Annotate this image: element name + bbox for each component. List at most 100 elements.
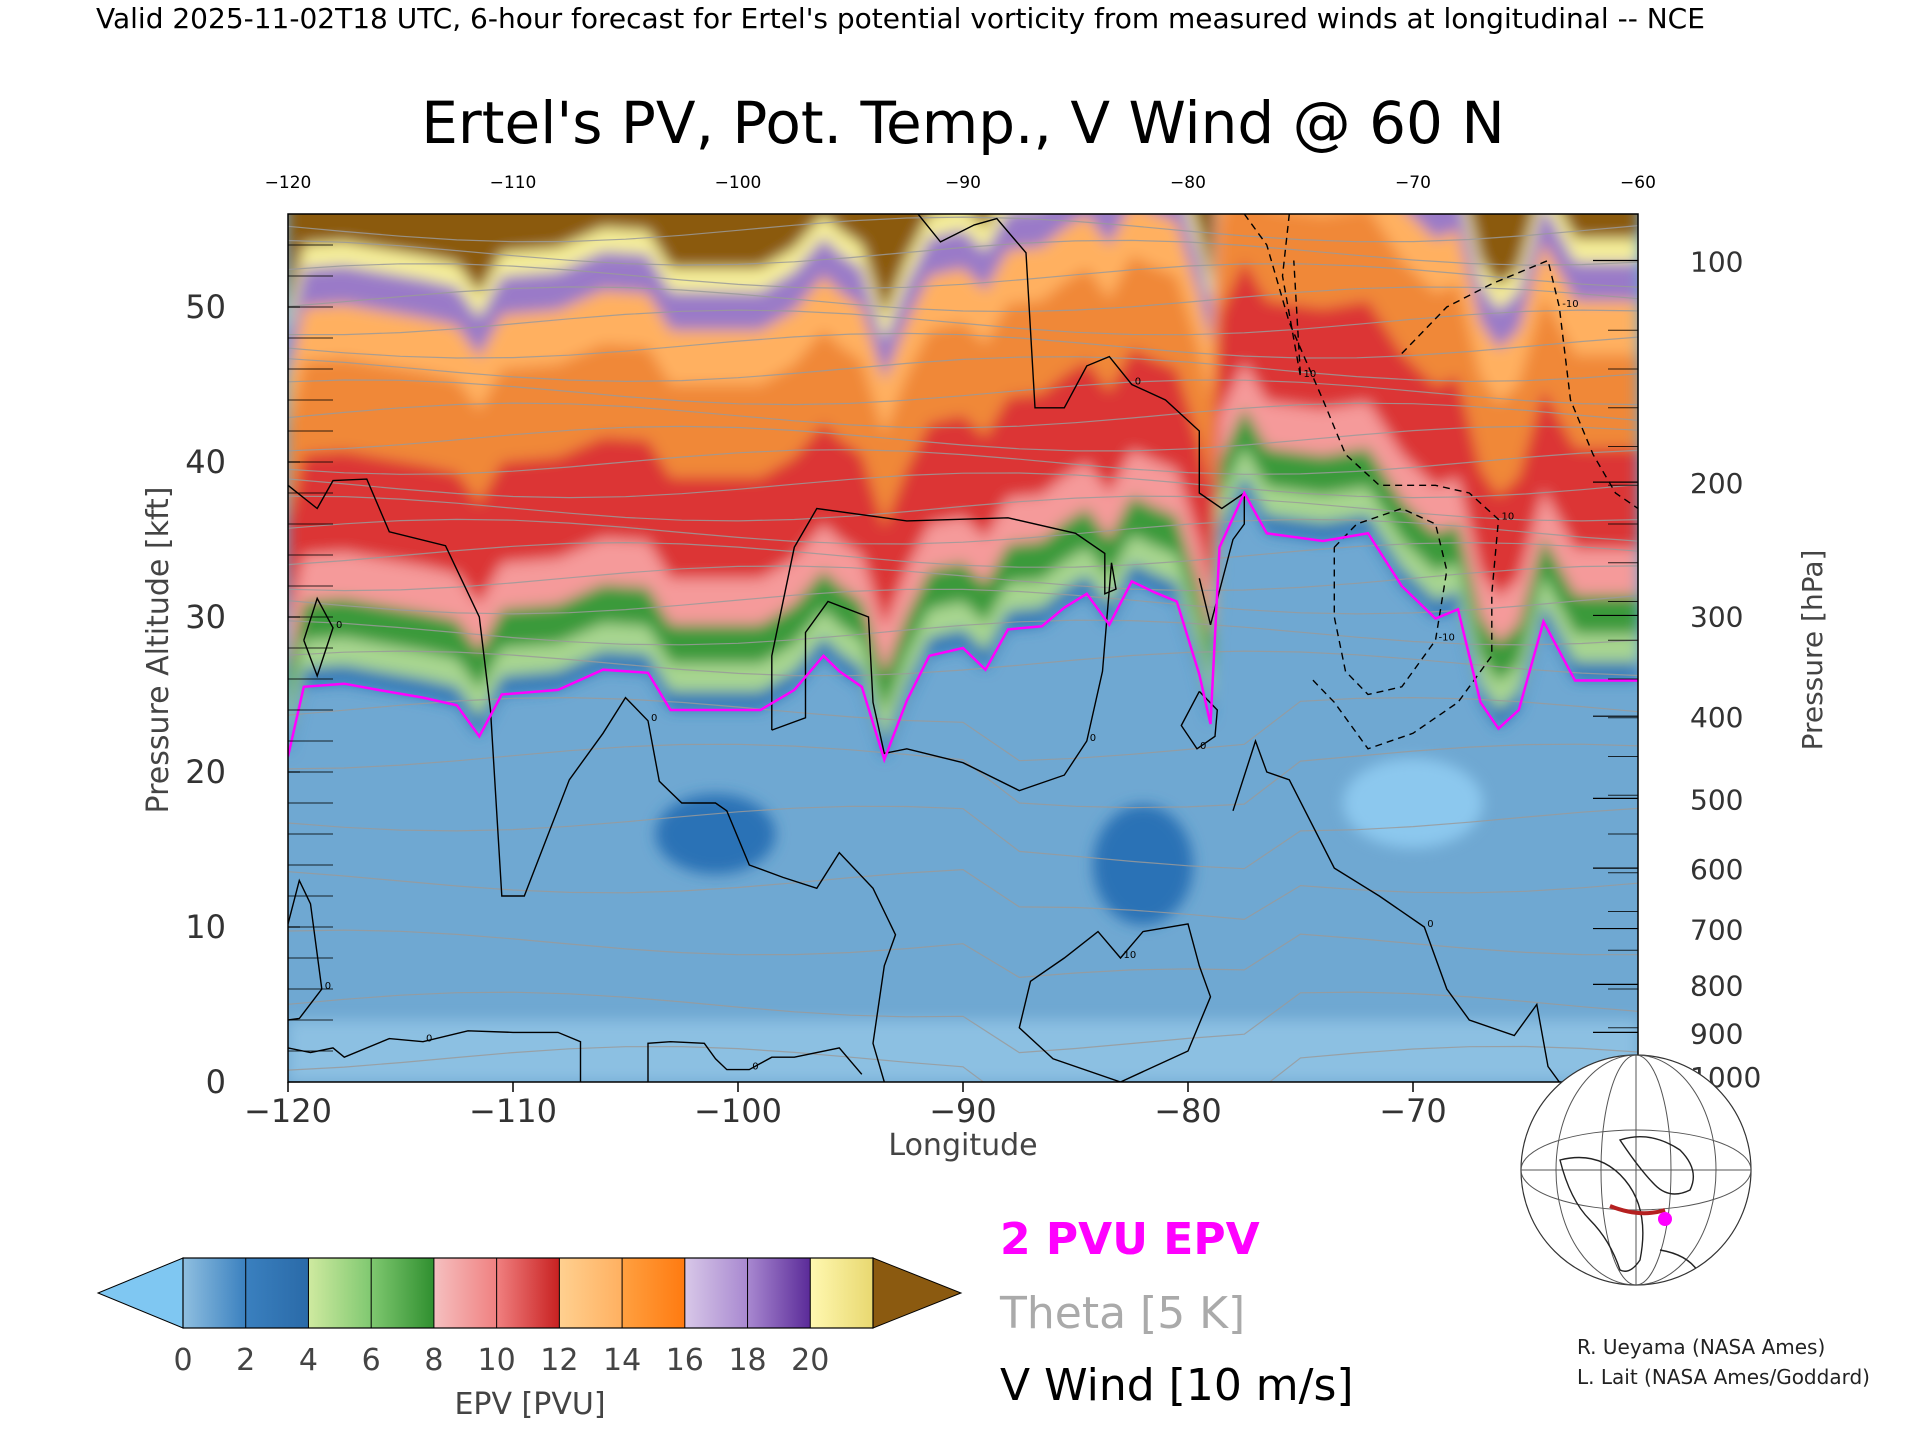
field-blob (1343, 758, 1483, 848)
y-right-tick-label: 400 (1690, 701, 1743, 734)
wind-contour-label: -10 (1562, 299, 1578, 310)
globe-map-icon (1520, 1054, 1752, 1286)
theta-contour (288, 402, 1638, 429)
x-tick-label: −100 (694, 1092, 782, 1130)
x-axis-label: Longitude (888, 1128, 1037, 1163)
x-tick-label: −90 (929, 1092, 997, 1130)
x-top-tick-label: −110 (490, 173, 537, 193)
colorbar-segment (810, 1258, 874, 1328)
theta-contour (288, 239, 1638, 266)
field-band-15pvu (288, 214, 1638, 380)
theta-contour (288, 309, 1638, 336)
y-left-tick-label: 30 (185, 598, 226, 636)
theta-contour (288, 743, 1638, 809)
colorbar-segment (684, 1258, 749, 1328)
wind-contour-label: 0 (1427, 919, 1433, 930)
y-right-tick-label: 700 (1690, 914, 1743, 947)
colorbar-tick-label: 18 (728, 1343, 766, 1378)
tropopause-2pvu-line (288, 490, 1638, 764)
theta-contour (288, 541, 1638, 568)
wind-contour-label: 0 (651, 713, 657, 724)
field-band-18pvu (288, 214, 1638, 342)
wind-contour (1333, 507, 1448, 696)
wind-contour-label: 0 (752, 1062, 758, 1073)
colorbar-segment (245, 1258, 309, 1328)
theta-contour (288, 216, 1638, 243)
theta-contour (288, 868, 1638, 921)
credit-line-2: L. Lait (NASA Ames/Goddard) (1577, 1365, 1870, 1389)
y-right-tick-label: 600 (1690, 853, 1743, 886)
x-top-tick-label: −70 (1395, 173, 1431, 193)
theta-contour (288, 495, 1638, 522)
wind-contour (917, 214, 1246, 625)
y-right-tick-label: 100 (1690, 246, 1743, 279)
wind-contour-label: 10 (1304, 369, 1317, 380)
theta-contour (288, 449, 1638, 475)
map-marker (1658, 1212, 1672, 1226)
y-right-tick-label: 200 (1690, 467, 1743, 500)
wind-contour (1243, 214, 1500, 750)
theta-contour (288, 650, 1638, 677)
colorbar-tick-label: 14 (603, 1343, 641, 1378)
wind-contour (1281, 214, 1302, 377)
theta-contour (288, 472, 1638, 499)
x-top-tick-label: −100 (715, 173, 762, 193)
theta-contour (288, 379, 1638, 406)
wind-contour-label: 0 (1135, 377, 1141, 388)
x-tick-label: −110 (469, 1092, 557, 1130)
theta-contour (288, 425, 1638, 452)
colorbar-segment (559, 1258, 623, 1328)
y-left-tick-label: 0 (206, 1063, 226, 1101)
wind-contour (1018, 923, 1212, 1082)
chart-title: Ertel's PV, Pot. Temp., V Wind @ 60 N (421, 89, 1504, 157)
theta-contour (288, 929, 1638, 979)
wind-contour-label: 0 (1200, 741, 1206, 752)
y-right-tick-label: 500 (1690, 783, 1743, 816)
colorbar-segment (496, 1258, 560, 1328)
field-band-lower (288, 1020, 1638, 1082)
colorbar-over-arrow (872, 1257, 963, 1329)
field-blob (1093, 805, 1193, 925)
wind-contour-label: 0 (426, 1034, 432, 1045)
colorbar-segment (308, 1258, 372, 1328)
y-left-tick-label: 10 (185, 908, 226, 946)
wind-contour-label: -10 (1439, 632, 1455, 643)
colorbar-segment (622, 1258, 686, 1328)
field-blob (655, 794, 776, 874)
colorbar: 0 2 4 6 8 10 12 14 16 18 20 (96, 1257, 963, 1378)
theta-contour (288, 805, 1638, 870)
colorbar-tick-label: 10 (478, 1343, 516, 1378)
theta-contour (288, 263, 1638, 290)
wind-contour (288, 478, 897, 1082)
y-right-tick-label: 300 (1690, 600, 1743, 633)
y-left-tick-label: 40 (185, 443, 226, 481)
theta-contour (288, 332, 1638, 359)
theta-contour (288, 619, 1638, 646)
wind-contour (1232, 738, 1560, 1082)
legend-wind: V Wind [10 m/s] (1000, 1360, 1354, 1411)
wind-contour (288, 878, 323, 1021)
x-tick-label: −120 (244, 1092, 332, 1130)
colorbar-tick-label: 0 (173, 1343, 192, 1378)
theta-contour (288, 565, 1638, 592)
colorbar-tick-label: 4 (299, 1343, 318, 1378)
colorbar-segment (747, 1258, 811, 1328)
colorbar-segment (371, 1258, 435, 1328)
colorbar-tick-label: 2 (236, 1343, 255, 1378)
plot-area: 0 0 0 0 0 0 0 0 0 10 10 -10 -10 10 (288, 214, 1638, 1082)
wind-contour (303, 596, 334, 679)
theta-contour (288, 286, 1638, 313)
legend-theta: Theta [5 K] (999, 1288, 1245, 1339)
colorbar-segment (183, 1258, 247, 1328)
y-left-tick-label: 20 (185, 753, 226, 791)
colorbar-segment (433, 1258, 498, 1328)
theta-contour (288, 518, 1638, 545)
wind-contour-label: 0 (1090, 733, 1096, 744)
header-text: Valid 2025-11-02T18 UTC, 6-hour forecast… (96, 2, 1705, 35)
colorbar-tick-label: 6 (362, 1343, 381, 1378)
theta-contour (288, 1045, 1638, 1082)
x-top-tick-label: −120 (265, 173, 312, 193)
y-right-tick-label: 900 (1690, 1017, 1743, 1050)
theta-contour (288, 588, 1638, 615)
